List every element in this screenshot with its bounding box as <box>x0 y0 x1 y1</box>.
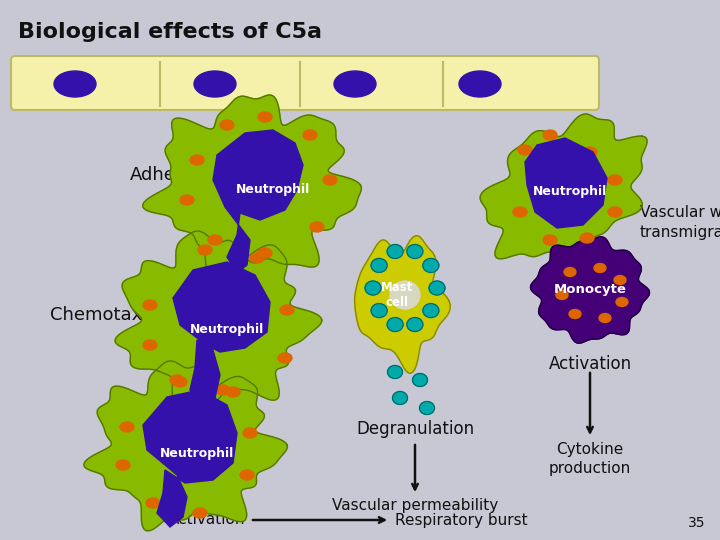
Ellipse shape <box>513 207 527 217</box>
Ellipse shape <box>243 428 257 438</box>
Ellipse shape <box>240 470 254 480</box>
Ellipse shape <box>407 245 423 259</box>
Ellipse shape <box>193 508 207 518</box>
Text: Monocyte: Monocyte <box>554 284 626 296</box>
Ellipse shape <box>387 245 403 259</box>
Ellipse shape <box>569 309 581 319</box>
Ellipse shape <box>518 145 532 155</box>
FancyBboxPatch shape <box>11 56 599 110</box>
Ellipse shape <box>423 259 439 272</box>
Ellipse shape <box>371 259 387 272</box>
Ellipse shape <box>143 340 157 350</box>
Ellipse shape <box>420 402 434 415</box>
Text: Activation: Activation <box>168 512 245 528</box>
Ellipse shape <box>310 222 324 232</box>
Text: Chemotaxis: Chemotaxis <box>50 306 157 324</box>
Polygon shape <box>143 95 361 278</box>
Ellipse shape <box>614 275 626 285</box>
Ellipse shape <box>258 248 272 258</box>
Ellipse shape <box>387 366 402 379</box>
Polygon shape <box>143 390 237 527</box>
Ellipse shape <box>120 422 134 432</box>
Ellipse shape <box>387 318 403 332</box>
Text: Adhesion: Adhesion <box>130 166 212 184</box>
Ellipse shape <box>407 318 423 332</box>
Ellipse shape <box>250 253 264 263</box>
Ellipse shape <box>190 155 204 165</box>
Ellipse shape <box>564 267 576 276</box>
Text: Neutrophil: Neutrophil <box>533 186 607 199</box>
Ellipse shape <box>616 298 628 307</box>
Ellipse shape <box>280 305 294 315</box>
Ellipse shape <box>459 71 501 97</box>
Ellipse shape <box>208 235 222 245</box>
Ellipse shape <box>198 245 212 255</box>
Ellipse shape <box>390 281 420 309</box>
Ellipse shape <box>594 264 606 273</box>
Ellipse shape <box>583 147 597 157</box>
Polygon shape <box>115 231 322 409</box>
Ellipse shape <box>226 387 240 397</box>
Ellipse shape <box>258 112 272 122</box>
Text: Respiratory burst: Respiratory burst <box>395 512 528 528</box>
Ellipse shape <box>54 71 96 97</box>
Polygon shape <box>480 114 647 265</box>
Text: Activation: Activation <box>549 355 631 373</box>
Ellipse shape <box>413 374 428 387</box>
Text: Neutrophil: Neutrophil <box>160 447 234 460</box>
Ellipse shape <box>303 130 317 140</box>
Ellipse shape <box>194 71 236 97</box>
Text: Vascular wall
transmigration: Vascular wall transmigration <box>640 205 720 240</box>
Ellipse shape <box>170 375 184 385</box>
Ellipse shape <box>429 281 445 295</box>
Text: Mast
cell: Mast cell <box>381 281 413 309</box>
Text: Biological effects of C5a: Biological effects of C5a <box>18 22 322 42</box>
Polygon shape <box>84 361 287 531</box>
Text: Neutrophil: Neutrophil <box>190 323 264 336</box>
Polygon shape <box>213 130 303 273</box>
Ellipse shape <box>608 207 622 217</box>
Ellipse shape <box>556 291 568 300</box>
Ellipse shape <box>180 195 194 205</box>
Text: Vascular permeability: Vascular permeability <box>332 498 498 513</box>
Ellipse shape <box>173 377 187 387</box>
Ellipse shape <box>116 460 130 470</box>
Polygon shape <box>173 262 270 408</box>
Text: 35: 35 <box>688 516 705 530</box>
Ellipse shape <box>323 175 337 185</box>
Polygon shape <box>355 235 450 373</box>
Polygon shape <box>525 138 607 228</box>
Ellipse shape <box>220 120 234 130</box>
Ellipse shape <box>608 175 622 185</box>
Ellipse shape <box>599 314 611 322</box>
Text: Degranulation: Degranulation <box>356 420 474 438</box>
Ellipse shape <box>146 498 160 508</box>
Text: Cytokine
production: Cytokine production <box>549 442 631 476</box>
Ellipse shape <box>543 235 557 245</box>
Ellipse shape <box>543 130 557 140</box>
Ellipse shape <box>278 353 292 363</box>
Ellipse shape <box>334 71 376 97</box>
Text: Neutrophil: Neutrophil <box>236 184 310 197</box>
Ellipse shape <box>216 385 230 395</box>
Ellipse shape <box>423 303 439 318</box>
Polygon shape <box>531 237 649 343</box>
Ellipse shape <box>143 300 157 310</box>
Ellipse shape <box>580 233 594 243</box>
Ellipse shape <box>365 281 381 295</box>
Ellipse shape <box>371 303 387 318</box>
Ellipse shape <box>392 392 408 404</box>
